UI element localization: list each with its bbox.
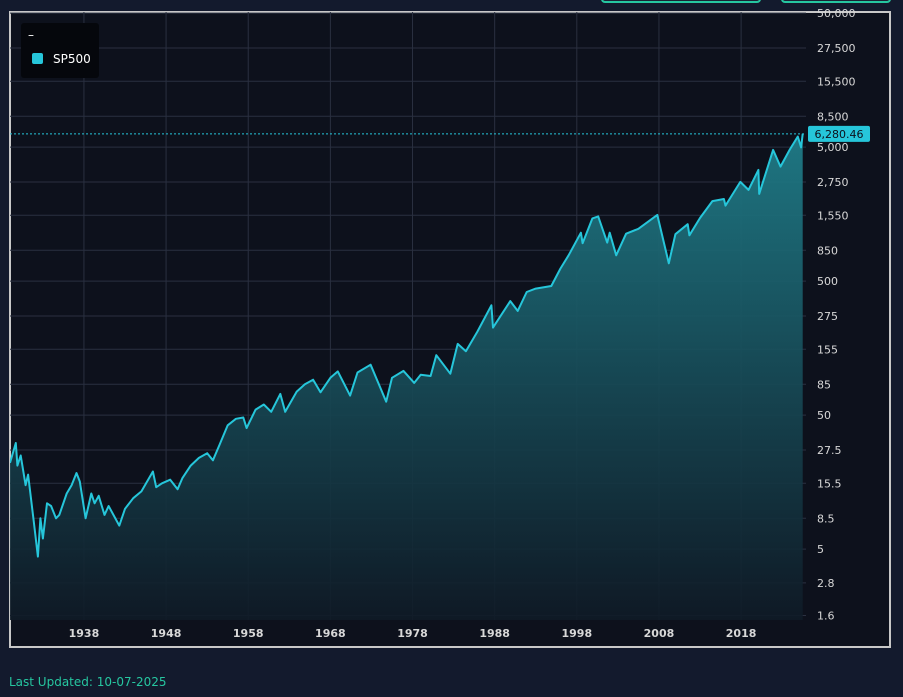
x-tick-label: 1958 xyxy=(233,627,264,640)
y-tick-label: 275 xyxy=(817,310,838,323)
legend-title: – xyxy=(28,28,34,42)
y-tick-label: 2.8 xyxy=(817,577,835,590)
last-value-label: 6,280.46 xyxy=(815,128,864,141)
toolbar-button[interactable] xyxy=(781,0,891,3)
y-tick-label: 27,500 xyxy=(817,42,856,55)
x-tick-label: 1968 xyxy=(315,627,346,640)
y-tick-label: 2,750 xyxy=(817,176,849,189)
legend-box xyxy=(21,23,99,78)
y-tick-label: 8.5 xyxy=(817,512,835,525)
y-tick-label: 5,000 xyxy=(817,141,849,154)
legend-label[interactable]: SP500 xyxy=(53,52,91,66)
y-tick-label: 15.5 xyxy=(817,477,842,490)
y-tick-label: 50,000 xyxy=(817,7,856,20)
toolbar-button[interactable] xyxy=(601,0,761,3)
y-tick-label: 5 xyxy=(817,543,824,556)
x-tick-label: 2008 xyxy=(644,627,675,640)
y-tick-label: 85 xyxy=(817,378,831,391)
y-tick-label: 500 xyxy=(817,275,838,288)
y-tick-label: 155 xyxy=(817,343,838,356)
x-tick-label: 1948 xyxy=(151,627,182,640)
y-tick-label: 15,500 xyxy=(817,75,856,88)
area-fill xyxy=(10,133,803,620)
y-tick-label: 1.6 xyxy=(817,609,835,622)
y-tick-label: 50 xyxy=(817,409,831,422)
series-line xyxy=(10,133,804,558)
y-tick-label: 27.5 xyxy=(817,444,842,457)
last-value-badge xyxy=(808,125,870,142)
x-tick-label: 1978 xyxy=(397,627,428,640)
x-tick-label: 2018 xyxy=(726,627,757,640)
x-tick-label: 1988 xyxy=(479,627,510,640)
y-tick-label: 8,500 xyxy=(817,110,849,123)
legend-swatch xyxy=(32,53,43,64)
y-tick-label: 1,550 xyxy=(817,209,849,222)
x-tick-label: 1998 xyxy=(561,627,592,640)
footer-text: Last Updated: 10-07-2025 xyxy=(9,675,167,689)
x-tick-label: 1938 xyxy=(69,627,100,640)
y-tick-label: 850 xyxy=(817,244,838,257)
